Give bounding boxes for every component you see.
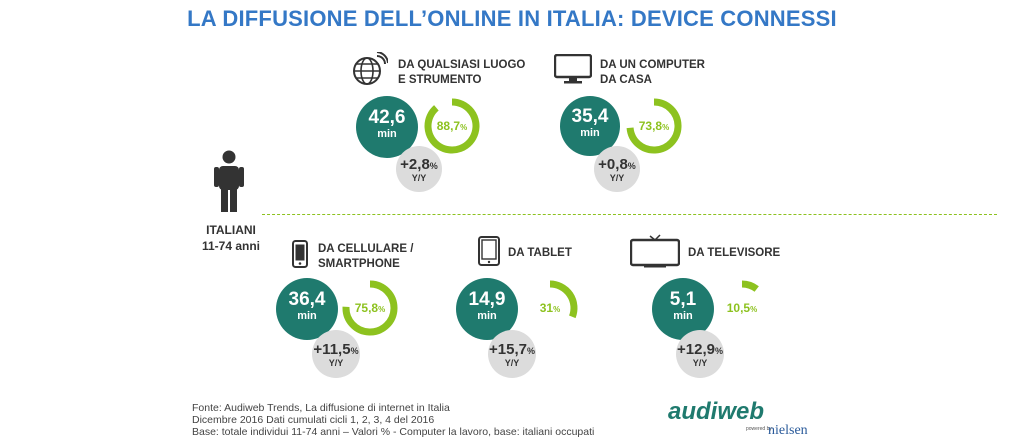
audiweb-nielsen-logo: audiweb powered by nielsen [668, 398, 808, 438]
yoy-value: +11,5 [313, 341, 351, 358]
minutes-circle-tv: 5,1 min [652, 278, 714, 340]
yoy-circle-anywhere: +2,8% Y/Y [396, 146, 442, 192]
yoy-circle-tv: +12,9% Y/Y [676, 330, 724, 378]
yoy-unit: Y/Y [411, 173, 427, 183]
svg-text:audiweb: audiweb [668, 398, 764, 425]
yoy-unit: Y/Y [609, 173, 625, 183]
yoy-circle-smartphone: +11,5% Y/Y [312, 330, 360, 378]
device-label-tv: DA TELEVISORE [688, 246, 780, 261]
population-name: ITALIANI [206, 223, 256, 237]
tablet-icon [478, 236, 500, 266]
device-label-tablet: DA TABLET [508, 246, 572, 261]
reach-label: 75,8% [355, 301, 385, 315]
population-age: 11-74 anni [201, 239, 261, 253]
reach-label: 88,7% [437, 119, 467, 133]
reach-ring-home-computer: 73,8% [626, 98, 682, 154]
minutes-value: 35,4 [571, 106, 609, 127]
reach-ring-tablet: 31% [540, 280, 578, 319]
reach-label: 10,5% [727, 301, 757, 315]
minutes-value: 36,4 [288, 289, 326, 310]
yoy-unit: Y/Y [328, 358, 344, 368]
globe-wifi-icon [353, 52, 388, 85]
reach-ring-anywhere: 88,7% [424, 98, 480, 154]
minutes-unit: min [673, 310, 693, 322]
section-divider [262, 214, 997, 215]
reach-ring-smartphone: 75,8% [342, 280, 398, 336]
person-icon [214, 150, 244, 212]
yoy-value: +0,8 [598, 156, 628, 173]
minutes-circle-home-computer: 35,4 min [560, 96, 620, 156]
reach-label: 31% [540, 301, 560, 315]
yoy-unit: Y/Y [504, 358, 520, 368]
device-label-anywhere: DA QUALSIASI LUOGO E STRUMENTO [398, 58, 525, 88]
minutes-circle-tablet: 14,9 min [456, 278, 518, 340]
page-title: LA DIFFUSIONE DELL’ONLINE IN ITALIA: DEV… [187, 6, 837, 31]
device-label-line1: DA CELLULARE / [318, 243, 414, 255]
minutes-value: 5,1 [669, 289, 697, 310]
device-label-line1: DA UN COMPUTER [600, 59, 705, 71]
reach-arc [741, 280, 759, 292]
device-label-line2: DA CASA [600, 74, 652, 86]
source-notes: Fonte: Audiweb Trends, La diffusione di … [192, 402, 594, 438]
yoy-circle-tablet: +15,7% Y/Y [488, 330, 536, 378]
minutes-unit: min [477, 310, 497, 322]
reach-arc [342, 280, 398, 336]
device-label-line2: E STRUMENTO [398, 74, 482, 86]
smartphone-icon [292, 240, 308, 268]
yoy-circle-home-computer: +0,8% Y/Y [594, 146, 640, 192]
device-label-smartphone: DA CELLULARE / SMARTPHONE [318, 242, 413, 272]
minutes-unit: min [580, 127, 600, 139]
reach-label: 73,8% [639, 119, 669, 133]
minutes-value: 14,9 [468, 289, 506, 310]
reach-arc [424, 98, 480, 154]
yoy-value: +2,8 [400, 156, 430, 173]
minutes-circle-smartphone: 36,4 min [276, 278, 338, 340]
minutes-value: 42,6 [368, 107, 406, 128]
minutes-unit: min [377, 128, 397, 140]
yoy-unit: Y/Y [692, 358, 708, 368]
source-line-1: Fonte: Audiweb Trends, La diffusione di … [192, 402, 450, 414]
source-line-2: Dicembre 2016 Dati cumulati cicli 1, 2, … [192, 414, 435, 426]
device-label-home-computer: DA UN COMPUTER DA CASA [600, 58, 705, 88]
device-label-line1: DA TABLET [508, 247, 572, 259]
source-line-3: Base: totale individui 11-74 anni – Valo… [192, 426, 595, 438]
device-label-line2: SMARTPHONE [318, 258, 400, 270]
television-icon [630, 234, 680, 268]
device-label-line1: DA QUALSIASI LUOGO [398, 59, 526, 71]
population-label: ITALIANI 11-74 anni [196, 222, 266, 254]
yoy-value: +15,7 [489, 341, 527, 358]
reach-arc [626, 98, 682, 154]
device-label-line1: DA TELEVISORE [688, 247, 781, 259]
reach-arc [549, 280, 578, 319]
minutes-unit: min [297, 310, 317, 322]
svg-text:powered by: powered by [746, 426, 772, 432]
reach-ring-tv: 10,5% [727, 280, 759, 315]
yoy-value: +12,9 [677, 341, 715, 358]
svg-text:nielsen: nielsen [768, 423, 808, 438]
desktop-monitor-icon [554, 54, 592, 84]
